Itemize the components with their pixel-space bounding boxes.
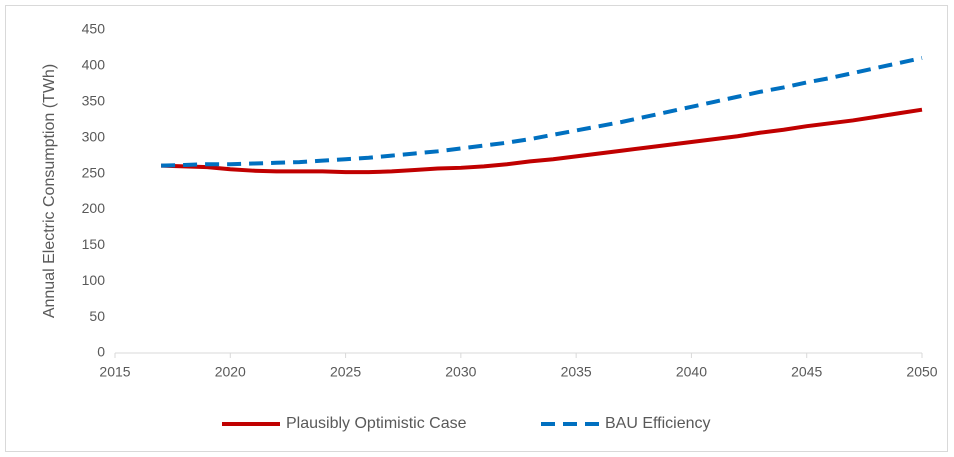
y-tick-label: 450	[82, 21, 106, 37]
chart-border	[5, 5, 948, 452]
y-axis-label: Annual Electric Consumption (TWh)	[41, 64, 58, 318]
y-tick-label: 100	[82, 272, 106, 288]
x-tick-label: 2020	[215, 364, 246, 380]
series-line	[161, 107, 923, 175]
y-tick-label: 50	[89, 308, 105, 324]
y-tick-label: 350	[82, 92, 106, 108]
legend-label: Plausibly Optimistic Case	[286, 415, 467, 432]
x-tick-label: 2030	[445, 364, 476, 380]
x-tick-label: 2040	[676, 364, 707, 380]
y-tick-label: 300	[82, 128, 106, 144]
y-tick-label: 150	[82, 236, 106, 252]
legend-label: BAU Efficiency	[605, 415, 711, 432]
y-tick-label: 200	[82, 200, 106, 216]
x-tick-label: 2050	[906, 364, 937, 380]
x-tick-label: 2035	[561, 364, 592, 380]
x-tick-label: 2015	[99, 364, 130, 380]
series-line	[161, 56, 923, 168]
x-tick-label: 2025	[330, 364, 361, 380]
y-tick-label: 250	[82, 164, 106, 180]
x-tick-label: 2045	[791, 364, 822, 380]
y-tick-label: 0	[97, 344, 105, 360]
y-tick-label: 400	[82, 57, 106, 73]
